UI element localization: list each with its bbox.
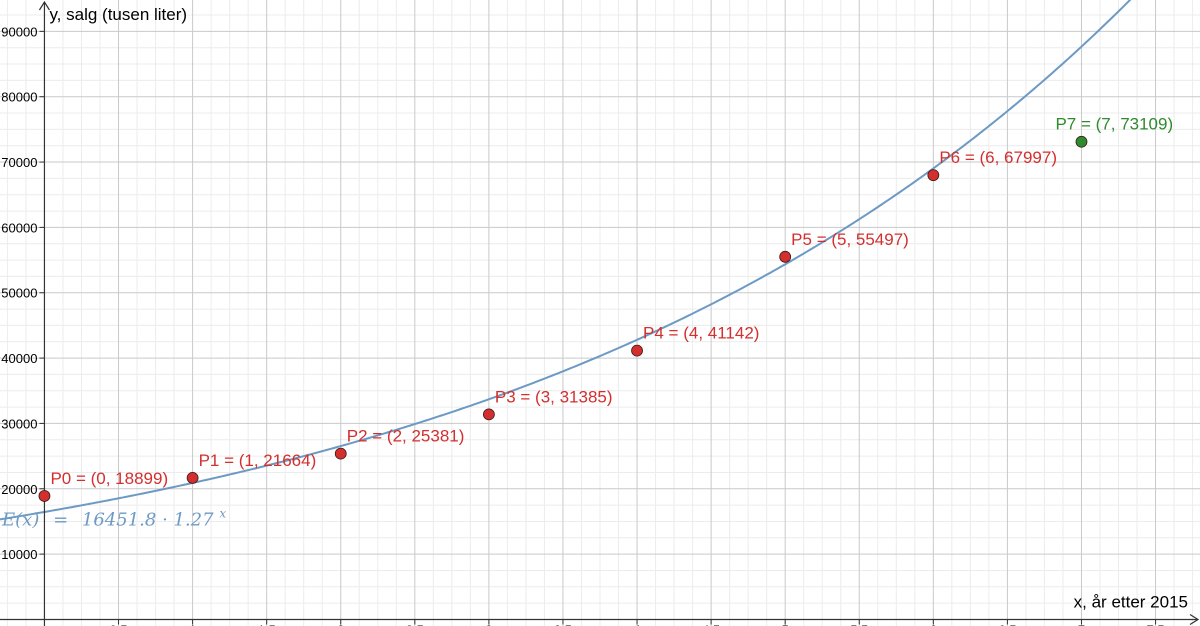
y-tick-label: 50000	[1, 286, 37, 301]
data-point	[631, 344, 643, 357]
x-tick-label: 7.5	[1147, 622, 1165, 626]
point-label: P2 = (2, 25381)	[347, 427, 465, 446]
point-label: P1 = (1, 21664)	[199, 451, 317, 470]
x-tick-label: 3.5	[554, 622, 572, 626]
curve-equation-label: E(x) = 16451.8 · 1.27 x	[1, 506, 226, 530]
curve-equation-equals: =	[53, 509, 68, 530]
point-label: P5 = (5, 55497)	[791, 230, 909, 249]
data-point	[334, 447, 347, 460]
y-tick-label: 30000	[1, 416, 37, 431]
data-point	[186, 472, 199, 484]
y-tick-label: 40000	[1, 351, 37, 366]
x-tick-label: 3	[485, 622, 492, 626]
x-tick-label: 5.5	[850, 622, 868, 626]
x-tick-label: 7	[1078, 622, 1085, 626]
x-tick-label: 6	[930, 622, 937, 626]
curve-equation-name: E(x)	[1, 509, 39, 530]
regression-curve-layer	[0, 0, 1132, 521]
x-tick-label: 4	[633, 622, 640, 626]
x-tick-label: 0.5	[109, 622, 127, 626]
point-label: P3 = (3, 31385)	[495, 387, 613, 406]
x-tick-label: 1	[189, 622, 196, 626]
point-label: P7 = (7, 73109)	[1055, 115, 1173, 134]
y-tick-label: 80000	[1, 90, 37, 105]
y-tick-label: 60000	[1, 220, 37, 235]
regression-curve	[0, 0, 1132, 521]
x-tick-label: 4.5	[702, 622, 720, 626]
tick-labels: 0.5 1 1.5 2 2.5 3 3.5 4 4.5 5 5.5 6 6.5 7 7.5 10000 2000…	[1, 24, 1164, 626]
y-tick-label: 20000	[1, 482, 37, 497]
x-axis-label: x, år etter 2015	[1074, 592, 1188, 611]
curve-equation-exponent: x	[219, 506, 226, 520]
data-point	[779, 250, 792, 263]
point-label: P6 = (6, 67997)	[939, 148, 1057, 167]
curve-equation-expression: 16451.8 · 1.27	[82, 509, 214, 530]
point-label: P0 = (0, 18899)	[50, 469, 168, 488]
y-axis-arrow	[38, 0, 50, 11]
x-tick-label: 2.5	[406, 622, 424, 626]
x-tick-label: 1.5	[258, 622, 276, 626]
data-points	[38, 135, 1088, 502]
data-point	[38, 490, 51, 502]
y-tick-label: 90000	[1, 24, 37, 39]
point-label: P4 = (4, 41142)	[643, 324, 759, 343]
data-point	[1075, 135, 1088, 148]
data-point	[927, 169, 940, 182]
x-tick-label: 5	[782, 622, 789, 626]
x-tick-label: 6.5	[998, 622, 1016, 626]
data-point	[482, 408, 495, 421]
point-labels: P0 = (0, 18899) P1 = (1, 21664) P2 = (2, 2…	[50, 115, 1173, 488]
x-tick-label: 2	[337, 622, 344, 626]
y-tick-label: 10000	[1, 547, 37, 562]
y-axis-label: y, salg (tusen liter)	[49, 5, 187, 24]
y-tick-label: 70000	[1, 155, 37, 170]
x-axis-arrow	[1189, 613, 1200, 625]
